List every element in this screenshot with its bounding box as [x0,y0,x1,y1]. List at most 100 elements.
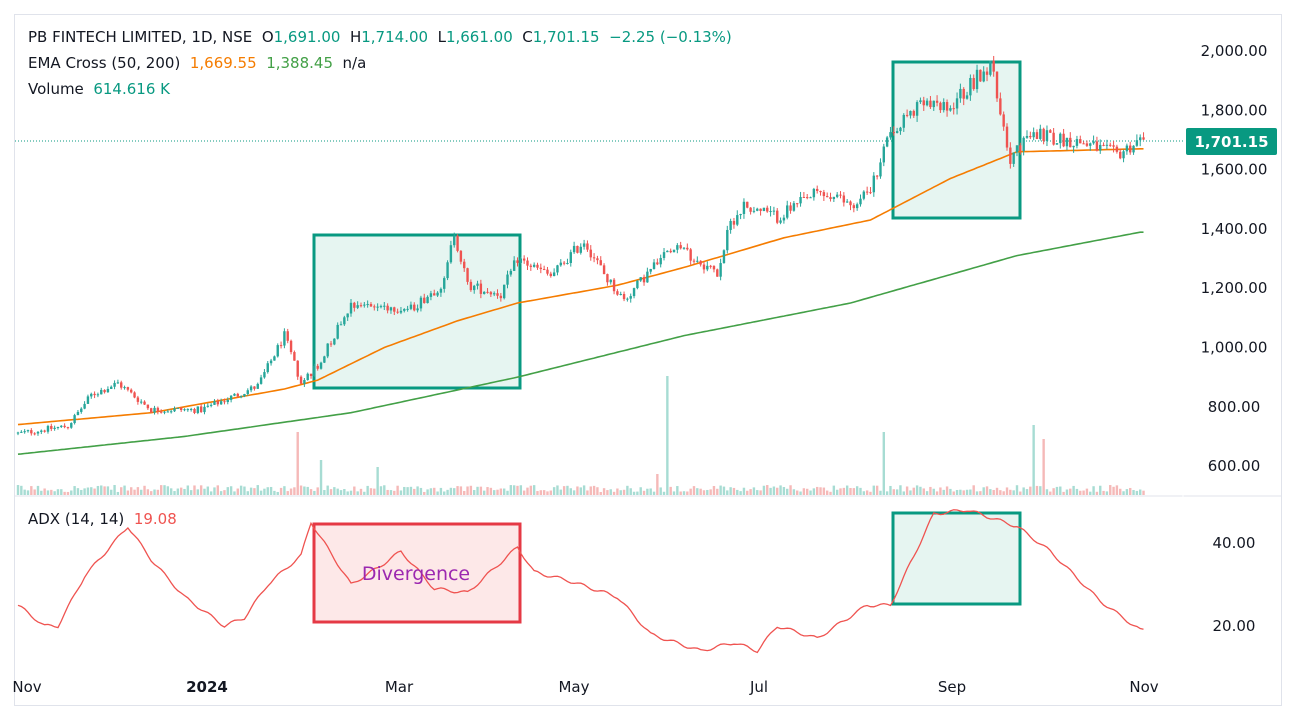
candle-body [679,245,682,249]
candle-body [809,197,812,199]
candle-body [676,245,679,250]
candle-body [496,293,499,296]
price-axis[interactable]: 2,000.00 1,800.00 1,600.00 1,400.00 1,200.00… [1201,42,1268,475]
candle-body [552,272,556,277]
volume-bar [1042,439,1045,495]
candle-body [786,205,789,218]
volume-bar [423,491,426,495]
volume-bar [36,485,40,495]
volume-bar [439,487,443,495]
time-axis[interactable]: Nov 2024 Mar May Jul Sep Nov [12,678,1158,696]
volume-bar [622,489,626,495]
volume-bar [1085,488,1089,495]
volume-bar [419,487,423,495]
volume-bar [63,491,66,495]
candle-body [1065,137,1069,147]
volume-bar [323,490,326,495]
volume-bar [326,485,329,495]
volume-bar [1032,425,1035,495]
candle-body [1005,126,1009,148]
volume-bar [556,485,559,495]
ema-legend-row[interactable]: EMA Cross (50, 200) 1,669.55 1,388.45 n/… [28,54,366,72]
volume-bar [1132,490,1135,495]
candle-body [609,279,612,283]
candle-body [443,278,446,289]
volume-bar [173,491,176,495]
candle-body [1082,143,1085,145]
volume-bar [602,488,606,495]
volume-bar [999,490,1002,495]
volume-bar [1129,487,1132,495]
volume-bar [446,489,449,495]
volume-bar [559,489,562,495]
candle-body [296,360,299,377]
candle-body [1032,132,1035,138]
volume-bar [905,486,909,495]
candle-body [492,293,496,295]
candle-body [659,257,662,265]
volume-bar [110,489,113,495]
volume-bar [532,485,536,495]
volume-bar [469,485,473,495]
candle-body [96,394,100,396]
candle-body [539,267,543,270]
volume-bar [293,487,296,495]
volume-legend-row[interactable]: Volume 614.616 K [28,80,170,98]
candle-body [639,277,642,281]
volume-bar [73,486,76,495]
candle-body [982,71,985,82]
candlesticks[interactable] [16,55,1145,436]
volume-bar [383,485,386,495]
candle-body [629,296,632,299]
volume-bar [502,488,506,495]
price-tick-label: 600.00 [1208,457,1261,475]
volume-bar [266,487,269,495]
volume-bar [136,487,140,495]
volume-bar [549,490,552,495]
candle-body [123,387,126,389]
candle-body [33,433,36,435]
volume-bar [769,487,772,495]
adx-axis[interactable]: 40.00 20.00 [1213,534,1256,635]
candle-body [409,304,413,309]
adx-legend-row[interactable]: ADX (14, 14) 19.08 [28,510,177,528]
volume-bar [1029,486,1032,495]
volume-bar [116,491,120,495]
volume-bar [1109,485,1112,495]
volume-bar [1105,491,1109,495]
volume-bar [636,491,639,495]
volume-bar [699,488,702,495]
candle-body [476,283,479,286]
volume-bar [156,489,160,495]
volume-bar [303,486,306,495]
volume-bar [33,489,36,495]
volume-bar [949,488,952,495]
candle-body [742,201,746,215]
candle-body [1075,139,1079,146]
candle-body [905,114,909,116]
volume-bar [263,488,266,495]
candle-body [1085,143,1089,146]
candle-body [1012,152,1015,164]
candle-body [213,401,216,405]
candle-body [309,373,313,377]
candle-body [699,260,702,265]
volume-bar [1082,490,1085,495]
candle-body [922,100,925,106]
volume-bar [213,487,216,495]
symbol-title[interactable]: PB FINTECH LIMITED, 1D, NSE [28,28,253,46]
candle-body [1045,130,1049,141]
candle-body [279,345,283,347]
candle-body [912,110,915,116]
candle-body [70,423,73,428]
candle-body [572,245,576,253]
candle-body [692,260,696,262]
volume-bar [925,491,929,495]
candle-body [602,265,606,275]
volume-bar [739,491,742,495]
candle-body [756,208,759,211]
candle-body [446,262,449,279]
volume-bar [959,489,962,495]
volume-bar [689,488,692,495]
